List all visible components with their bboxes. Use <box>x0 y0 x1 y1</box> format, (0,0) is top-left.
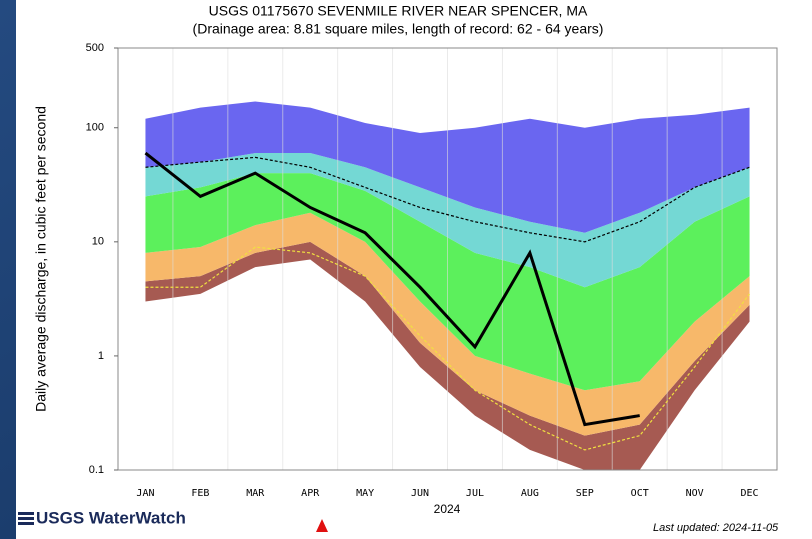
flow-line <box>145 246 751 451</box>
x-tick-label: MAY <box>356 488 374 499</box>
x-tick-label: JUN <box>411 488 429 499</box>
x-tick-label: AUG <box>521 488 539 499</box>
y-axis-label: Daily average discharge, in cubic feet p… <box>33 106 49 412</box>
x-tick-label: MAR <box>246 488 265 499</box>
x-tick-label: OCT <box>631 488 649 499</box>
last-updated: Last updated: 2024-11-05 <box>653 522 779 534</box>
chart-title: USGS 01175670 SEVENMILE RIVER NEAR SPENC… <box>209 3 588 19</box>
y-tick-label: 0.1 <box>89 464 104 476</box>
plot-frame <box>117 47 778 471</box>
y-tick-label: 100 <box>86 122 104 134</box>
cursor-marker <box>316 519 328 532</box>
x-tick-label: NOV <box>686 488 704 499</box>
flow-line <box>145 156 750 243</box>
y-tick-label: 500 <box>86 42 104 54</box>
x-axis-label: 2024 <box>434 502 461 516</box>
flow-line <box>144 151 640 427</box>
y-tick-label: 10 <box>92 236 104 248</box>
x-tick-label: JUL <box>466 488 484 499</box>
chart-subtitle: (Drainage area: 8.81 square miles, lengt… <box>193 21 604 37</box>
x-tick-label: APR <box>301 488 320 499</box>
logo-icon <box>18 512 34 525</box>
x-tick-label: SEP <box>576 488 594 499</box>
logo-text: USGS WaterWatch <box>36 508 186 527</box>
x-tick-label: DEC <box>741 488 759 499</box>
x-tick-label: JAN <box>136 488 154 499</box>
x-tick-label: FEB <box>191 488 209 499</box>
y-tick-label: 1 <box>98 350 104 362</box>
